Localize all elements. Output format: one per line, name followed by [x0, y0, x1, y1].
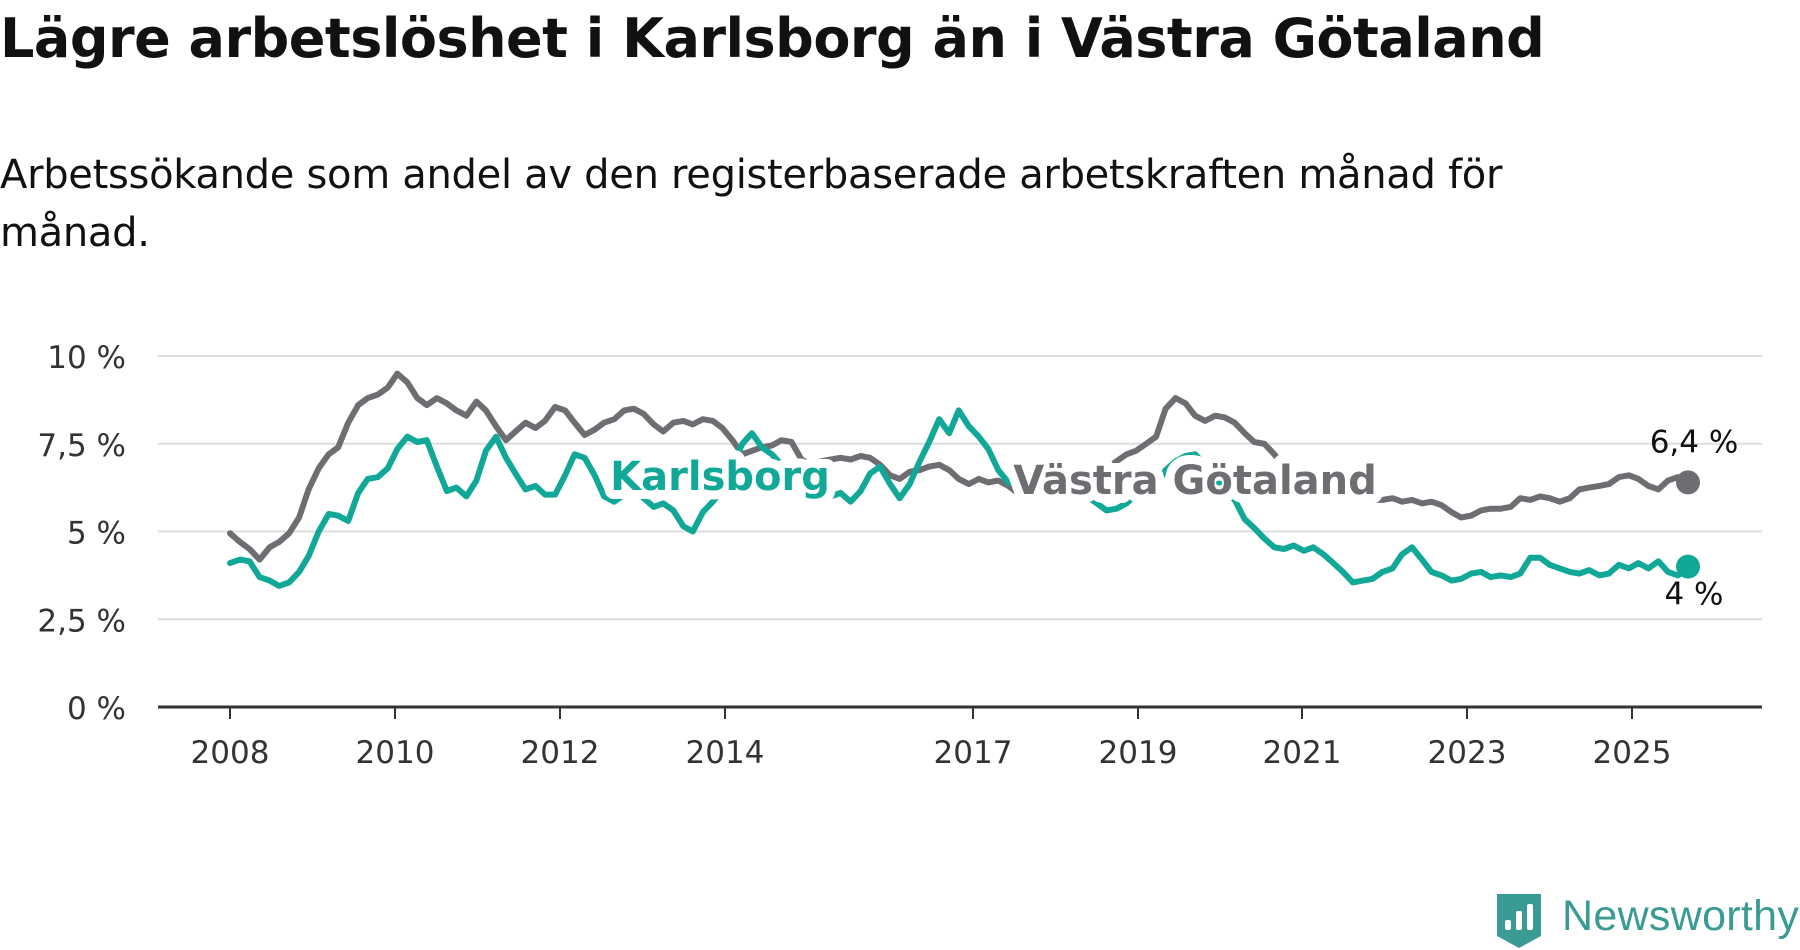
chart-subtitle: Arbetssökande som andel av den registerb…: [0, 152, 1503, 256]
newsworthy-logo-icon: [1497, 894, 1541, 948]
series-label-halo: Karlsborg: [610, 454, 830, 500]
x-tick-label: 2019: [1099, 735, 1178, 771]
y-tick-label: 2,5 %: [37, 603, 126, 639]
x-axis: 2008 2010 2012 2014 2017 2019 2021 2023 2025: [158, 705, 1762, 771]
x-tick-label: 2014: [686, 735, 765, 771]
end-point-marker: [1676, 470, 1700, 495]
brand-name: Newsworthy: [1562, 892, 1800, 940]
series-label-halo: Västra Götaland: [1013, 458, 1377, 504]
x-tick-label: 2008: [191, 735, 270, 771]
end-value-label: 4 %: [1664, 577, 1723, 613]
x-tick-label: 2023: [1428, 735, 1507, 771]
y-tick-label: 5 %: [67, 516, 126, 552]
chart-title: Lägre arbetslöshet i Karlsborg än i Väst…: [0, 7, 1545, 70]
series-lines: [227, 370, 1691, 589]
series-label: Karlsborg: [610, 454, 830, 500]
y-tick-label: 0 %: [67, 691, 126, 727]
x-tick-label: 2017: [934, 735, 1013, 771]
series-line-karlsborg: [227, 407, 1691, 589]
gridlines: [158, 355, 1762, 621]
end-markers: 6,4 % 4 %: [1650, 424, 1739, 612]
x-tick-label: 2012: [521, 735, 600, 771]
x-tick-label: 2025: [1593, 735, 1672, 771]
series-line-vastra-gotaland: [227, 370, 1691, 563]
y-tick-label: 10 %: [47, 340, 126, 376]
series-label: Västra Götaland: [1013, 458, 1377, 504]
end-value-label: 6,4 %: [1650, 424, 1739, 460]
x-tick-label: 2010: [356, 735, 435, 771]
x-tick-label: 2021: [1263, 735, 1342, 771]
y-tick-label: 7,5 %: [37, 428, 126, 464]
end-point-marker: [1676, 554, 1700, 579]
y-axis-ticks: 0 % 2,5 % 5 % 7,5 % 10 %: [37, 340, 126, 727]
